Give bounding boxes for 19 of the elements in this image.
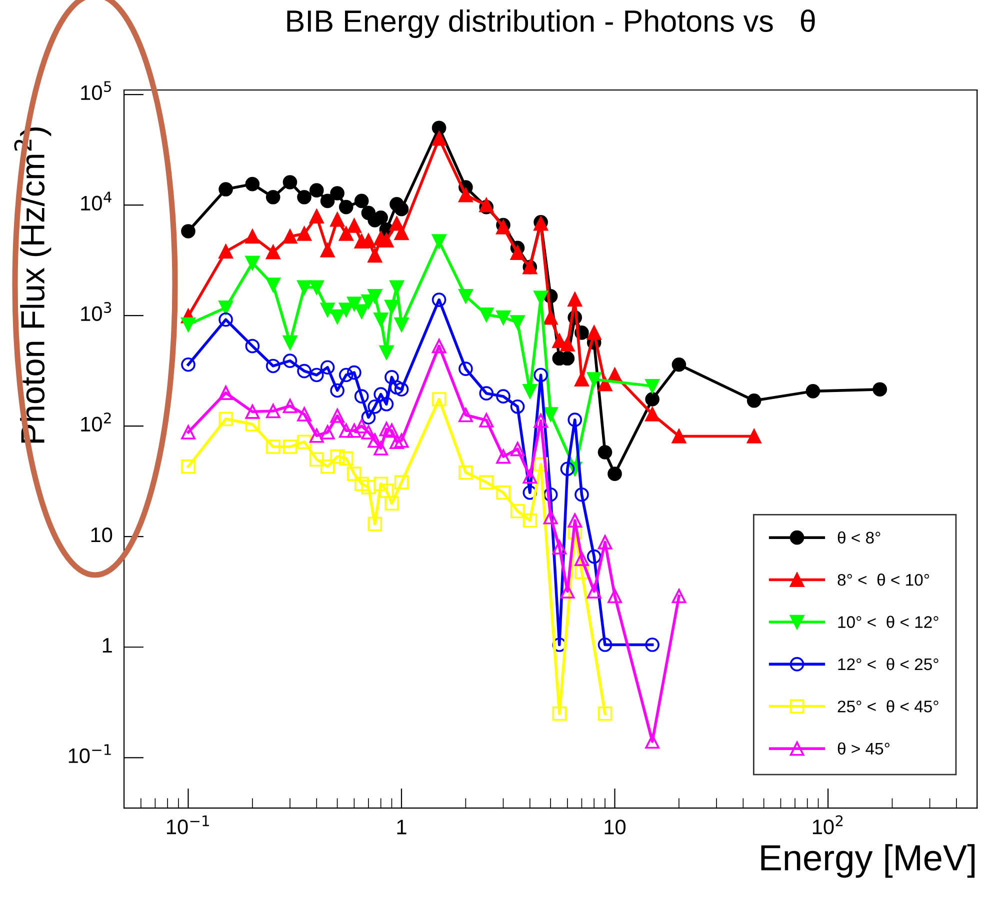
x-tick-label: 10$^{−1}$ (167, 815, 209, 834)
legend-label: 12° < θ < 25° (838, 658, 938, 670)
legend-label: 10° < θ < 12° (838, 616, 938, 628)
y-tick-label: 10$^{5}$ (81, 81, 111, 100)
y-tick-label: 10$^{2}$ (81, 412, 111, 432)
legend-label: 8° < θ < 10° (838, 574, 930, 586)
legend-label: θ < 8° (838, 531, 880, 544)
y-tick-label: 10 (91, 527, 112, 542)
chart-title: BIB Energy distribution - Photons vs θ (287, 10, 815, 38)
x-tick-label: 10 (604, 820, 626, 834)
x-tick-label: 10$^{2}$ (812, 815, 843, 834)
y-tick-label: 10$^{−1}$ (68, 744, 111, 764)
legend-label: 25° < θ < 45° (838, 700, 938, 712)
legend-label: θ > 45° (838, 742, 890, 755)
y-tick-label: 1 (102, 638, 112, 653)
x-axis-title: Energy [MeV] (761, 844, 975, 878)
x-tick-label: 1 (397, 820, 406, 834)
y-tick-label: 10$^{3}$ (81, 302, 112, 322)
y-tick-label: 10$^{4}$ (81, 192, 112, 211)
